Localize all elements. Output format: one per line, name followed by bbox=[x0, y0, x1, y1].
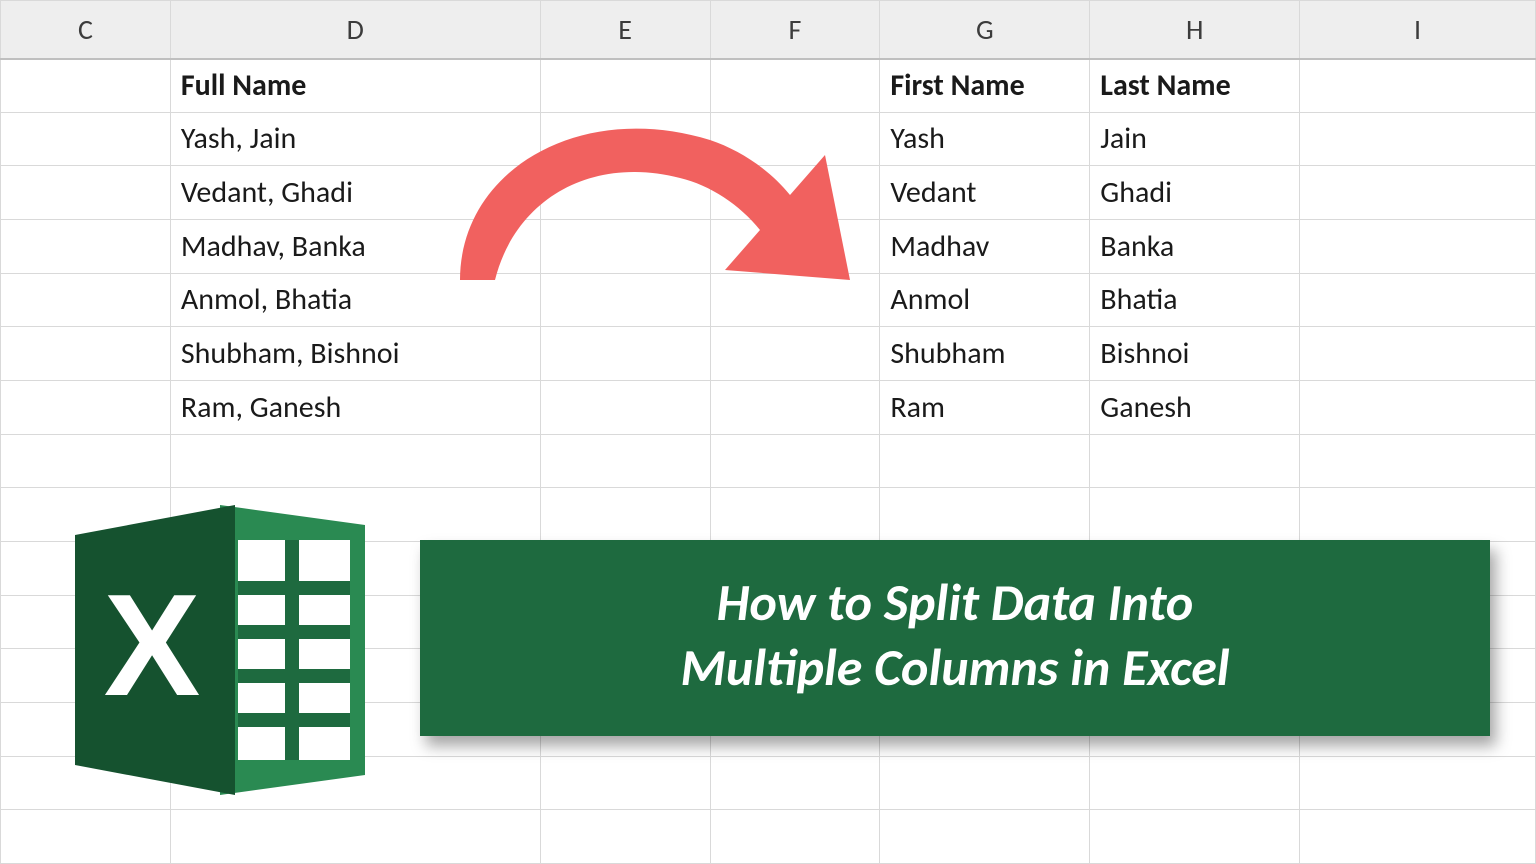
cell-first-name[interactable]: Shubham bbox=[880, 327, 1090, 381]
col-header-h[interactable]: H bbox=[1090, 1, 1300, 59]
cell[interactable] bbox=[540, 219, 710, 273]
cell[interactable] bbox=[710, 380, 880, 434]
cell[interactable] bbox=[710, 166, 880, 220]
table-row: Shubham, Bishnoi Shubham Bishnoi bbox=[1, 327, 1536, 381]
table-row: Madhav, Banka Madhav Banka bbox=[1, 219, 1536, 273]
cell[interactable] bbox=[1300, 166, 1536, 220]
header-first-name[interactable]: First Name bbox=[880, 59, 1090, 113]
col-header-i[interactable]: I bbox=[1300, 1, 1536, 59]
cell-last-name[interactable]: Bishnoi bbox=[1090, 327, 1300, 381]
cell[interactable] bbox=[710, 273, 880, 327]
header-full-name[interactable]: Full Name bbox=[170, 59, 540, 113]
cell[interactable] bbox=[1, 327, 171, 381]
cell[interactable] bbox=[1300, 380, 1536, 434]
col-header-d[interactable]: D bbox=[170, 1, 540, 59]
cell[interactable] bbox=[540, 273, 710, 327]
cell-full-name[interactable]: Madhav, Banka bbox=[170, 219, 540, 273]
excel-logo-letter: X bbox=[104, 564, 201, 726]
cell[interactable] bbox=[1300, 59, 1536, 113]
cell-last-name[interactable]: Jain bbox=[1090, 112, 1300, 166]
banner-line-1: How to Split Data Into bbox=[717, 570, 1194, 634]
cell-last-name[interactable]: Bhatia bbox=[1090, 273, 1300, 327]
excel-logo-icon: X bbox=[70, 500, 370, 800]
title-banner: How to Split Data Into Multiple Columns … bbox=[420, 540, 1490, 736]
cell[interactable] bbox=[1, 59, 171, 113]
cell-full-name[interactable]: Shubham, Bishnoi bbox=[170, 327, 540, 381]
col-header-g[interactable]: G bbox=[880, 1, 1090, 59]
col-header-e[interactable]: E bbox=[540, 1, 710, 59]
cell-full-name[interactable]: Vedant, Ghadi bbox=[170, 166, 540, 220]
cell-full-name[interactable]: Anmol, Bhatia bbox=[170, 273, 540, 327]
cell-first-name[interactable]: Madhav bbox=[880, 219, 1090, 273]
table-row: Full Name First Name Last Name bbox=[1, 59, 1536, 113]
cell[interactable] bbox=[710, 219, 880, 273]
cell-last-name[interactable]: Banka bbox=[1090, 219, 1300, 273]
cell-first-name[interactable]: Yash bbox=[880, 112, 1090, 166]
cell[interactable] bbox=[1300, 327, 1536, 381]
cell[interactable] bbox=[540, 166, 710, 220]
cell-first-name[interactable]: Anmol bbox=[880, 273, 1090, 327]
cell-first-name[interactable]: Ram bbox=[880, 380, 1090, 434]
cell-first-name[interactable]: Vedant bbox=[880, 166, 1090, 220]
table-row: Anmol, Bhatia Anmol Bhatia bbox=[1, 273, 1536, 327]
cell[interactable] bbox=[1, 380, 171, 434]
cell[interactable] bbox=[540, 327, 710, 381]
column-header-row: C D E F G H I bbox=[1, 1, 1536, 59]
table-row: Yash, Jain Yash Jain bbox=[1, 112, 1536, 166]
cell-full-name[interactable]: Yash, Jain bbox=[170, 112, 540, 166]
cell[interactable] bbox=[710, 59, 880, 113]
table-row: Vedant, Ghadi Vedant Ghadi bbox=[1, 166, 1536, 220]
cell-full-name[interactable]: Ram, Ganesh bbox=[170, 380, 540, 434]
col-header-f[interactable]: F bbox=[710, 1, 880, 59]
cell[interactable] bbox=[1, 166, 171, 220]
cell[interactable] bbox=[710, 327, 880, 381]
cell[interactable] bbox=[540, 112, 710, 166]
table-row bbox=[1, 434, 1536, 488]
cell[interactable] bbox=[710, 112, 880, 166]
cell[interactable] bbox=[1300, 273, 1536, 327]
cell[interactable] bbox=[1300, 219, 1536, 273]
cell[interactable] bbox=[540, 59, 710, 113]
cell-last-name[interactable]: Ganesh bbox=[1090, 380, 1300, 434]
banner-line-2: Multiple Columns in Excel bbox=[680, 635, 1229, 699]
cell[interactable] bbox=[1300, 112, 1536, 166]
table-row bbox=[1, 810, 1536, 864]
header-last-name[interactable]: Last Name bbox=[1090, 59, 1300, 113]
cell[interactable] bbox=[1, 219, 171, 273]
cell[interactable] bbox=[1, 112, 171, 166]
cell-last-name[interactable]: Ghadi bbox=[1090, 166, 1300, 220]
cell[interactable] bbox=[540, 380, 710, 434]
cell[interactable] bbox=[1, 273, 171, 327]
table-row: Ram, Ganesh Ram Ganesh bbox=[1, 380, 1536, 434]
col-header-c[interactable]: C bbox=[1, 1, 171, 59]
